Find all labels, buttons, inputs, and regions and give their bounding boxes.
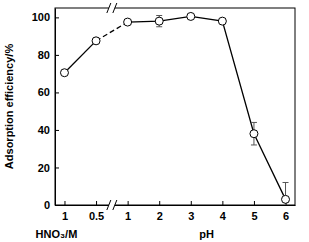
x-tick-label: 2 xyxy=(157,210,163,222)
x-tick-mark xyxy=(254,201,255,205)
x-axis-line xyxy=(56,205,296,206)
y-tick-mark xyxy=(55,167,59,168)
marker xyxy=(60,69,68,77)
y-tick-mark xyxy=(55,130,59,131)
error-bar xyxy=(251,122,257,145)
error-bar-cap xyxy=(283,182,289,183)
error-bar-cap xyxy=(156,26,162,27)
x-tick-label: 4 xyxy=(220,210,227,222)
y-axis-line xyxy=(55,9,56,206)
axis-break-mark xyxy=(113,200,117,210)
x-tick-label: 1 xyxy=(125,210,131,222)
x-tick-label: 5 xyxy=(251,210,257,222)
y-tick: 40 xyxy=(38,124,59,136)
chart: 0 20 40 60 80 100 1 0.5 1 2 3 4 5 6 HNO₃/M pH Adsorption… xyxy=(0,0,309,242)
x-tick-mark xyxy=(128,201,129,205)
x-tick: 0.5 xyxy=(89,201,104,222)
x-tick-mark xyxy=(96,201,97,205)
x-tick-mark xyxy=(64,201,65,205)
y-axis: 0 20 40 60 80 100 xyxy=(32,9,59,212)
marker xyxy=(218,17,226,25)
y-tick-mark xyxy=(55,55,59,56)
x-tick-mark xyxy=(191,201,192,205)
x-tick-label: 0.5 xyxy=(89,210,104,222)
axis-break xyxy=(107,200,117,210)
x-tick: 3 xyxy=(188,201,194,222)
y-tick-label: 100 xyxy=(32,11,50,23)
x-tick: 2 xyxy=(157,201,163,222)
y-tick-mark xyxy=(55,17,59,18)
line xyxy=(64,41,96,73)
error-bar-cap xyxy=(251,144,257,145)
x-tick: 4 xyxy=(220,201,227,222)
y-tick-label: 40 xyxy=(38,124,50,136)
x-tick: 5 xyxy=(251,201,257,222)
x-tick-label: 6 xyxy=(283,210,289,222)
axis-break xyxy=(107,3,117,13)
x-tick-mark xyxy=(222,201,223,205)
plot: 0 20 40 60 80 100 1 0.5 1 2 3 4 5 6 xyxy=(32,3,296,222)
series xyxy=(60,12,289,205)
y-tick-label: 80 xyxy=(38,49,50,61)
axis-break-mark xyxy=(113,3,117,13)
y-tick: 80 xyxy=(38,49,59,61)
marker xyxy=(282,195,290,203)
y-tick-mark xyxy=(55,92,59,93)
x-group-label: pH xyxy=(199,228,214,240)
error-bar-cap xyxy=(156,15,162,16)
y-tick: 60 xyxy=(38,86,59,98)
error-bar xyxy=(283,182,289,205)
x-tick-label: 3 xyxy=(188,210,194,222)
x-group-label: HNO₃/M xyxy=(36,228,78,240)
marker xyxy=(92,37,100,45)
axis-break-mark xyxy=(107,3,111,13)
marker xyxy=(155,17,163,25)
y-tick: 20 xyxy=(38,161,59,173)
y-tick-label: 0 xyxy=(44,199,50,211)
marker xyxy=(124,18,132,26)
x-tick: 1 xyxy=(125,201,131,222)
frame xyxy=(55,8,295,205)
line xyxy=(128,16,286,199)
error-bar-cap xyxy=(251,122,257,123)
marker xyxy=(187,12,195,20)
x-tick-label: 1 xyxy=(62,210,68,222)
marker xyxy=(250,130,258,138)
y-tick-label: 20 xyxy=(38,161,50,173)
y-tick: 100 xyxy=(32,11,59,23)
y-tick-label: 60 xyxy=(38,86,50,98)
error-bar xyxy=(156,16,162,27)
x-tick: 1 xyxy=(62,201,68,222)
y-axis-title: Adsorption efficiency/% xyxy=(3,44,15,170)
x-axis: 1 0.5 1 2 3 4 5 6 xyxy=(56,201,296,222)
x-tick-mark xyxy=(159,201,160,205)
line-break-connector xyxy=(96,22,128,41)
axis-break-mark xyxy=(107,200,111,210)
